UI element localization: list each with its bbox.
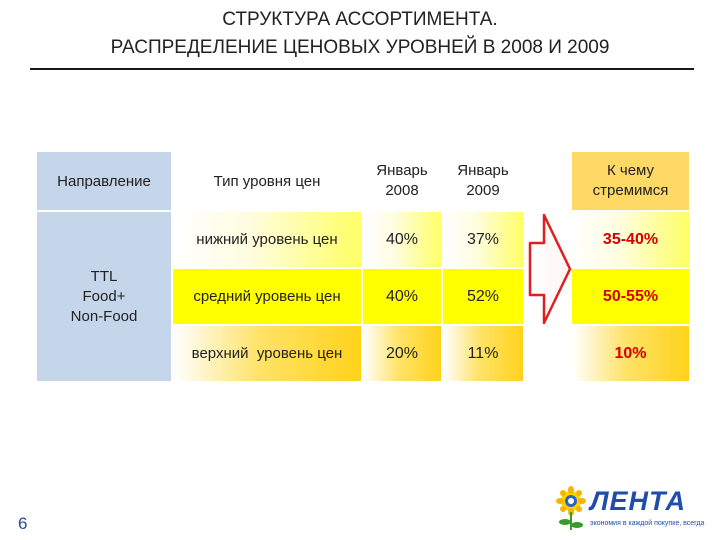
title-divider <box>30 68 694 70</box>
logo-wordmark: ЛЕНТА <box>590 486 687 516</box>
logo-tagline: экономия в каждой покупке, всегда <box>590 520 705 527</box>
row-mid-jan2009-value: 52% <box>466 287 500 305</box>
direction-line1: TTL <box>90 267 118 285</box>
row-low-level-label: нижний уровень цен <box>196 231 338 248</box>
header-direction: Направление <box>37 152 171 210</box>
header-price-type-label: Тип уровня цен <box>213 172 321 190</box>
row-low-target-value: 35-40% <box>602 230 659 248</box>
row-high-target-value: 10% <box>614 344 647 362</box>
direction-line3: Non-Food <box>70 307 138 325</box>
row-low-jan2008-value: 40% <box>385 230 419 248</box>
direction-cell: TTL Food+ Non-Food <box>37 212 171 381</box>
page-number: 6 <box>18 514 28 533</box>
header-target-line1: К чему <box>606 162 655 179</box>
direction-line2: Food+ <box>82 287 126 305</box>
header-jan2008-year: 2008 <box>385 182 419 199</box>
header-jan2008: Январь 2008 <box>363 152 441 210</box>
slide-title-line2: РАСПРЕДЕЛЕНИЕ ЦЕНОВЫХ УРОВНЕЙ В 2008 И 2… <box>110 37 610 58</box>
row-high-jan2008: 20% <box>363 326 441 381</box>
header-direction-label: Направление <box>57 172 151 190</box>
header-target: К чему стремимся <box>572 152 689 210</box>
row-mid-target: 50-55% <box>572 269 689 324</box>
header-jan2009-month: Январь <box>457 162 509 179</box>
header-jan2009: Январь 2009 <box>443 152 523 210</box>
row-low-jan2008: 40% <box>363 212 441 267</box>
header-price-type: Тип уровня цен <box>173 152 361 210</box>
row-mid-jan2009: 52% <box>443 269 523 324</box>
row-high-target: 10% <box>572 326 689 381</box>
row-low-jan2009: 37% <box>443 212 523 267</box>
row-mid-target-value: 50-55% <box>602 287 659 305</box>
row-mid-jan2008-value: 40% <box>385 287 419 305</box>
row-mid-jan2008: 40% <box>363 269 441 324</box>
sunflower-icon <box>556 486 586 530</box>
row-mid-level-label: средний уровень цен <box>193 288 341 305</box>
header-jan2008-month: Январь <box>376 162 428 179</box>
right-arrow-icon <box>528 213 572 325</box>
row-high-jan2009-value: 11% <box>467 344 499 362</box>
row-low-target: 35-40% <box>572 212 689 267</box>
slide-title-line1: СТРУКТУРА АССОРТИМЕНТА. <box>222 9 498 30</box>
lenta-logo: ЛЕНТА экономия в каждой покупке, всегда <box>554 486 706 532</box>
row-high-level: верхний уровень цен <box>173 326 361 381</box>
header-jan2009-year: 2009 <box>466 182 500 199</box>
row-high-jan2009: 11% <box>443 326 523 381</box>
row-high-level-label: верхний уровень цен <box>191 345 343 362</box>
row-high-jan2008-value: 20% <box>385 344 419 362</box>
row-mid-level: средний уровень цен <box>173 269 361 324</box>
row-low-jan2009-value: 37% <box>466 230 500 248</box>
row-low-level: нижний уровень цен <box>173 212 361 267</box>
header-target-line2: стремимся <box>592 182 669 199</box>
slide-title: СТРУКТУРА АССОРТИМЕНТА. РАСПРЕДЕЛЕНИЕ ЦЕ… <box>0 6 720 62</box>
